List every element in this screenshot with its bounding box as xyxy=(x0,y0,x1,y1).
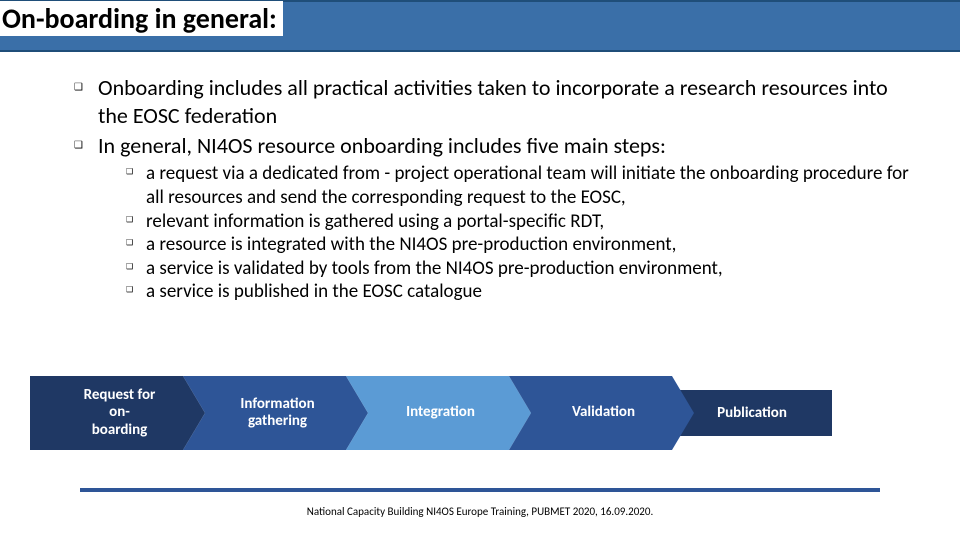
flow-step-label: Informationgathering xyxy=(218,396,332,431)
sub-bullet-text: a service is published in the EOSC catal… xyxy=(146,280,482,303)
content-area: Onboarding includes all practical activi… xyxy=(0,52,960,304)
sub-bullet-item: a request via a dedicated from - project… xyxy=(126,162,920,209)
sub-bullet-item: relevant information is gathered using a… xyxy=(126,210,920,234)
main-bullet-list: Onboarding includes all practical activi… xyxy=(50,74,920,304)
sub-bullet-item: a resource is integrated with the NI4OS … xyxy=(126,233,920,257)
bullet-text: Onboarding includes all practical activi… xyxy=(98,74,888,129)
sub-bullet-text: a request via a dedicated from - project… xyxy=(146,162,909,209)
flow-step: Informationgathering xyxy=(183,376,368,450)
footer-divider xyxy=(80,488,880,492)
sub-bullet-item: a service is published in the EOSC catal… xyxy=(126,280,920,304)
footer-text: National Capacity Building NI4OS Europe … xyxy=(0,505,960,518)
sub-bullet-list: a request via a dedicated from - project… xyxy=(98,162,920,303)
sub-bullet-text: relevant information is gathered using a… xyxy=(146,210,604,233)
sub-bullet-text: a resource is integrated with the NI4OS … xyxy=(146,233,676,256)
flow-step-label: Request foron-boarding xyxy=(62,387,174,439)
flow-step: Validation xyxy=(509,376,694,450)
process-flow-diagram: Request foron-boarding Informationgatheri… xyxy=(30,368,930,458)
flow-step-end: Publication xyxy=(672,390,832,436)
flow-step: Integration xyxy=(346,376,531,450)
sub-bullet-item: a service is validated by tools from the… xyxy=(126,257,920,281)
bullet-item: In general, NI4OS resource onboarding in… xyxy=(74,132,920,303)
flow-step-label: Integration xyxy=(384,404,493,421)
page-title: On-boarding in general: xyxy=(0,1,283,36)
title-bar: On-boarding in general: xyxy=(0,0,960,52)
bullet-text: In general, NI4OS resource onboarding in… xyxy=(98,132,666,159)
sub-bullet-text: a service is validated by tools from the… xyxy=(146,257,723,280)
bullet-item: Onboarding includes all practical activi… xyxy=(74,74,920,130)
flow-step-label: Validation xyxy=(550,404,653,421)
flow-step: Request foron-boarding xyxy=(30,376,205,450)
